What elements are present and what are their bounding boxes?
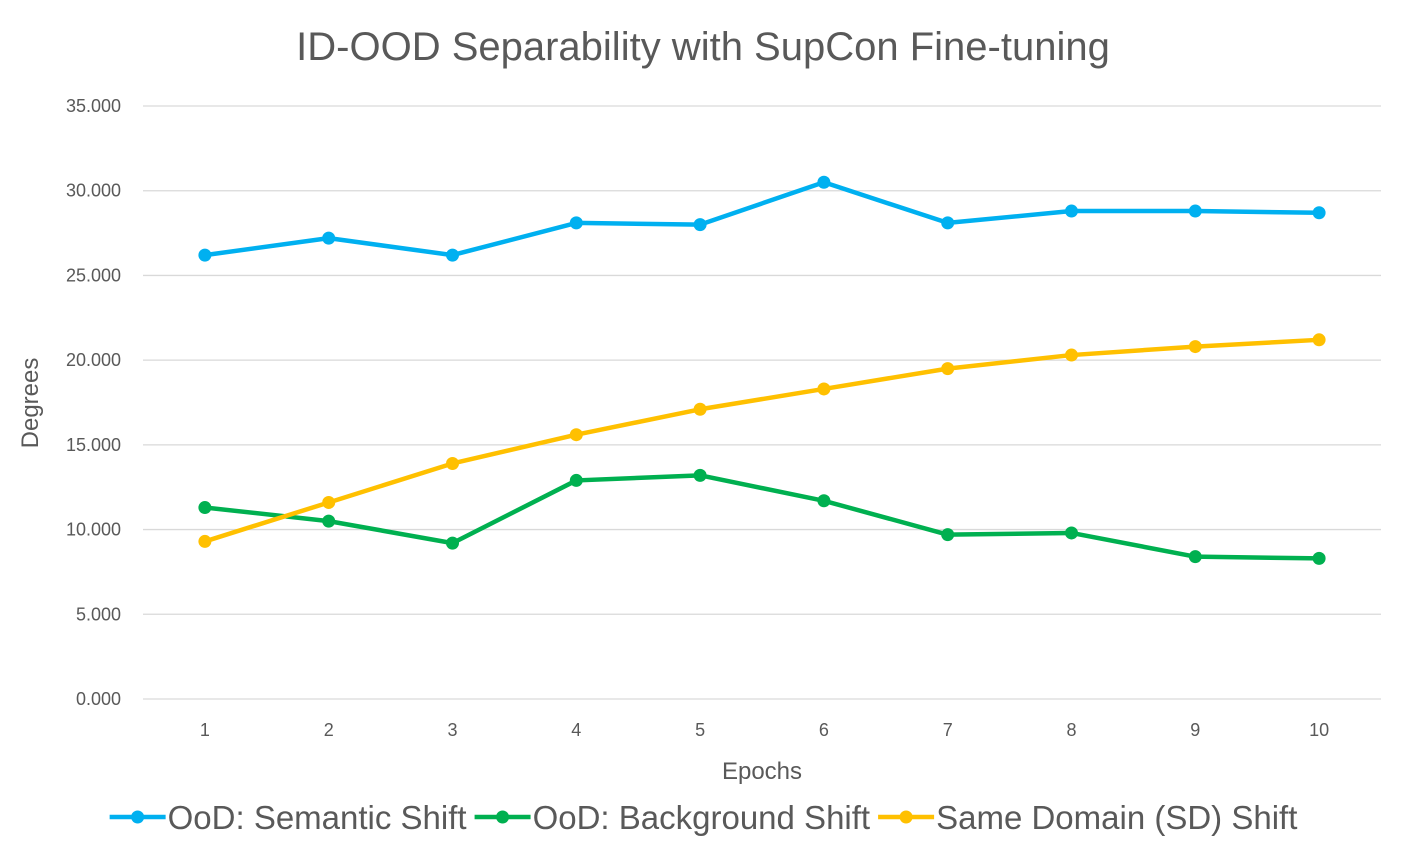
data-point — [446, 536, 459, 550]
legend-label: OoD: Background Shift — [533, 799, 871, 836]
y-axis-ticks: 0.000 5.000 10.000 15.000 20.000 25.000 30.000… — [66, 96, 121, 709]
x-tick-label: 7 — [943, 720, 953, 740]
data-point — [1065, 348, 1078, 362]
data-point — [569, 473, 583, 487]
data-point — [693, 468, 707, 482]
data-point — [693, 218, 707, 232]
x-axis-label: Epochs — [722, 758, 802, 785]
y-tick-label: 10.000 — [66, 520, 121, 540]
legend: OoD: Semantic Shift OoD: Background Shift… — [109, 799, 1297, 836]
data-point — [569, 216, 583, 230]
data-point — [1312, 206, 1326, 220]
data-point — [446, 248, 459, 262]
x-tick-label: 6 — [819, 720, 829, 740]
data-point — [817, 382, 831, 396]
data-point — [1065, 526, 1078, 540]
data-point — [941, 528, 955, 542]
y-axis-label: Degrees — [17, 358, 44, 449]
legend-swatch-marker — [496, 810, 510, 824]
x-tick-label: 1 — [200, 720, 210, 740]
y-tick-label: 15.000 — [66, 435, 121, 455]
legend-label: Same Domain (SD) Shift — [936, 799, 1297, 836]
x-tick-label: 2 — [324, 720, 334, 740]
y-tick-label: 20.000 — [66, 350, 121, 370]
legend-item: OoD: Semantic Shift — [109, 799, 467, 836]
series-group — [198, 175, 1326, 262]
series-layer — [198, 175, 1326, 565]
data-point — [1312, 551, 1326, 565]
data-point — [1312, 333, 1326, 347]
data-point — [322, 495, 336, 509]
y-tick-label: 35.000 — [66, 96, 121, 116]
y-tick-label: 0.000 — [76, 689, 121, 709]
data-point — [322, 231, 336, 245]
x-tick-label: 5 — [695, 720, 705, 740]
x-tick-label: 3 — [447, 720, 457, 740]
x-tick-label: 9 — [1190, 720, 1200, 740]
data-point — [693, 402, 707, 416]
series-line — [202, 179, 1322, 258]
data-point — [569, 428, 583, 442]
data-point — [1188, 204, 1202, 218]
data-point — [198, 248, 212, 262]
data-point — [1188, 340, 1202, 354]
y-tick-label: 30.000 — [66, 181, 121, 201]
series-line — [202, 337, 1322, 544]
data-point — [322, 514, 336, 528]
y-tick-label: 25.000 — [66, 265, 121, 285]
x-tick-label: 10 — [1309, 720, 1329, 740]
data-point — [941, 216, 955, 230]
grid-lines — [143, 105, 1381, 700]
data-point — [198, 501, 212, 515]
legend-swatch-marker — [899, 810, 913, 824]
legend-item: Same Domain (SD) Shift — [878, 799, 1297, 836]
series-group — [198, 468, 1326, 565]
y-tick-label: 5.000 — [76, 604, 121, 624]
legend-item: OoD: Background Shift — [474, 799, 871, 836]
data-point — [817, 175, 831, 189]
series-group — [198, 333, 1326, 548]
data-point — [1065, 204, 1078, 218]
x-tick-label: 8 — [1066, 720, 1076, 740]
x-tick-label: 4 — [571, 720, 581, 740]
data-point — [198, 534, 212, 548]
series-line — [202, 473, 1322, 561]
legend-swatch-marker — [131, 810, 145, 824]
data-point — [446, 456, 459, 470]
data-point — [941, 362, 955, 376]
chart-title: ID-OOD Separability with SupCon Fine-tun… — [296, 25, 1110, 69]
legend-label: OoD: Semantic Shift — [168, 799, 467, 836]
data-point — [1188, 550, 1202, 564]
x-axis-ticks: 1 2 3 4 5 6 7 8 9 10 — [200, 720, 1329, 740]
data-point — [817, 494, 831, 508]
